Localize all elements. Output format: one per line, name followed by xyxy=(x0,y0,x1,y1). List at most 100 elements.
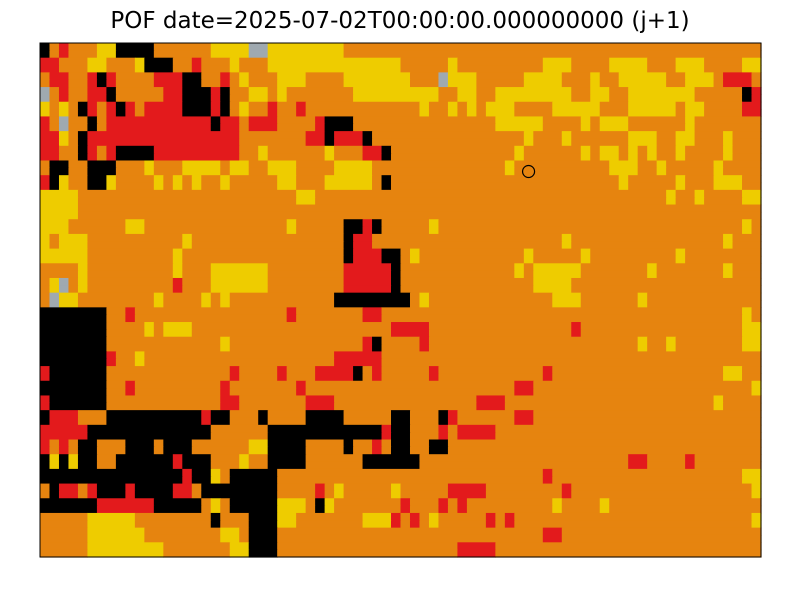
heatmap-cell xyxy=(343,43,762,51)
heatmap-cell xyxy=(210,101,221,110)
heatmap-cell xyxy=(220,512,250,521)
heatmap-cell xyxy=(153,167,183,176)
heatmap-cell xyxy=(742,57,762,66)
heatmap-cell xyxy=(438,72,449,81)
heatmap-cell xyxy=(229,542,250,551)
heatmap-cell xyxy=(685,109,705,118)
heatmap-cell xyxy=(391,263,402,272)
heatmap-cell xyxy=(248,534,278,543)
heatmap-cell xyxy=(324,153,335,162)
heatmap-cell xyxy=(210,476,221,485)
heatmap-cell xyxy=(163,542,231,551)
heatmap-cell xyxy=(704,57,743,66)
heatmap-cell xyxy=(40,153,60,162)
heatmap-cell xyxy=(438,512,487,521)
heatmap-cell xyxy=(40,468,183,477)
heatmap-cell xyxy=(87,285,174,294)
heatmap-cell xyxy=(391,270,402,279)
heatmap-cell xyxy=(182,461,212,470)
heatmap-cell xyxy=(220,505,231,514)
heatmap-cell xyxy=(106,388,126,397)
heatmap-cell xyxy=(523,263,534,272)
heatmap-cell xyxy=(723,72,753,81)
heatmap-cell xyxy=(580,329,743,338)
heatmap-cell xyxy=(400,490,449,499)
heatmap-cell xyxy=(552,292,582,301)
heatmap-cell xyxy=(751,219,762,228)
heatmap-cell xyxy=(704,197,743,206)
heatmap-cell xyxy=(542,534,563,543)
heatmap-cell xyxy=(381,145,392,154)
heatmap-cell xyxy=(267,101,278,110)
heatmap-cell xyxy=(409,255,421,264)
heatmap-cell xyxy=(49,50,60,59)
heatmap-cell xyxy=(590,255,677,264)
heatmap-cell xyxy=(571,490,753,499)
heatmap-cell xyxy=(476,79,525,88)
heatmap-cell xyxy=(381,314,743,323)
heatmap-cell xyxy=(504,395,715,404)
heatmap-cell xyxy=(229,79,240,88)
heatmap-cell xyxy=(248,123,278,132)
heatmap-cell xyxy=(495,549,762,558)
heatmap-cell xyxy=(694,454,762,463)
heatmap-cell xyxy=(191,175,202,184)
heatmap-cell xyxy=(191,490,202,499)
heatmap-cell xyxy=(533,410,762,419)
heatmap-cell xyxy=(723,138,734,147)
heatmap-cell xyxy=(694,94,743,103)
heatmap-cell xyxy=(599,79,620,88)
heatmap-cell xyxy=(675,248,686,257)
heatmap-cell xyxy=(704,189,743,198)
heatmap-cell xyxy=(68,109,79,118)
heatmap-cell xyxy=(732,153,762,162)
heatmap-cell xyxy=(742,344,762,352)
heatmap-cell xyxy=(201,182,221,191)
heatmap-cell xyxy=(153,153,240,162)
heatmap-cell xyxy=(115,145,155,154)
heatmap-cell xyxy=(447,410,459,419)
heatmap-cell xyxy=(571,57,610,66)
heatmap-cell xyxy=(96,101,108,110)
heatmap-cell xyxy=(229,175,278,184)
heatmap-cell xyxy=(457,94,477,103)
heatmap-cell xyxy=(599,153,620,162)
heatmap-cell xyxy=(144,109,183,118)
heatmap-cell xyxy=(182,160,221,169)
heatmap-cell xyxy=(267,410,307,419)
heatmap-cell xyxy=(419,512,430,521)
heatmap-cell xyxy=(144,534,221,543)
heatmap-cell xyxy=(68,72,89,81)
heatmap-cell xyxy=(58,138,70,147)
heatmap-cell xyxy=(305,380,515,389)
heatmap-cell xyxy=(590,94,610,103)
heatmap-cell xyxy=(372,226,383,235)
heatmap-cell xyxy=(372,241,563,250)
heatmap-cell xyxy=(305,101,421,110)
heatmap-cell xyxy=(334,483,345,492)
heatmap-cell xyxy=(552,101,601,110)
heatmap-cell xyxy=(391,417,411,426)
heatmap-cell xyxy=(267,94,278,103)
heatmap-cell xyxy=(96,461,117,470)
heatmap-cell xyxy=(409,520,421,529)
heatmap-cell xyxy=(49,101,60,110)
heatmap-cell xyxy=(296,182,326,191)
heatmap-cell xyxy=(210,417,231,426)
heatmap-cell xyxy=(590,123,601,132)
heatmap-cell xyxy=(381,255,402,264)
heatmap-cell xyxy=(447,432,459,441)
heatmap-cell xyxy=(476,109,487,118)
heatmap-cell xyxy=(334,498,402,507)
heatmap-cell xyxy=(125,109,136,118)
heatmap-cell xyxy=(40,233,51,242)
heatmap-cell xyxy=(286,94,354,103)
heatmap-cell xyxy=(172,483,193,492)
heatmap-cell xyxy=(182,101,212,110)
heatmap-cell xyxy=(144,101,183,110)
heatmap-cell xyxy=(637,292,648,301)
heatmap-cell xyxy=(381,344,421,352)
heatmap-cell xyxy=(315,483,326,492)
heatmap-cell xyxy=(590,72,601,81)
heatmap-cell xyxy=(182,241,193,250)
